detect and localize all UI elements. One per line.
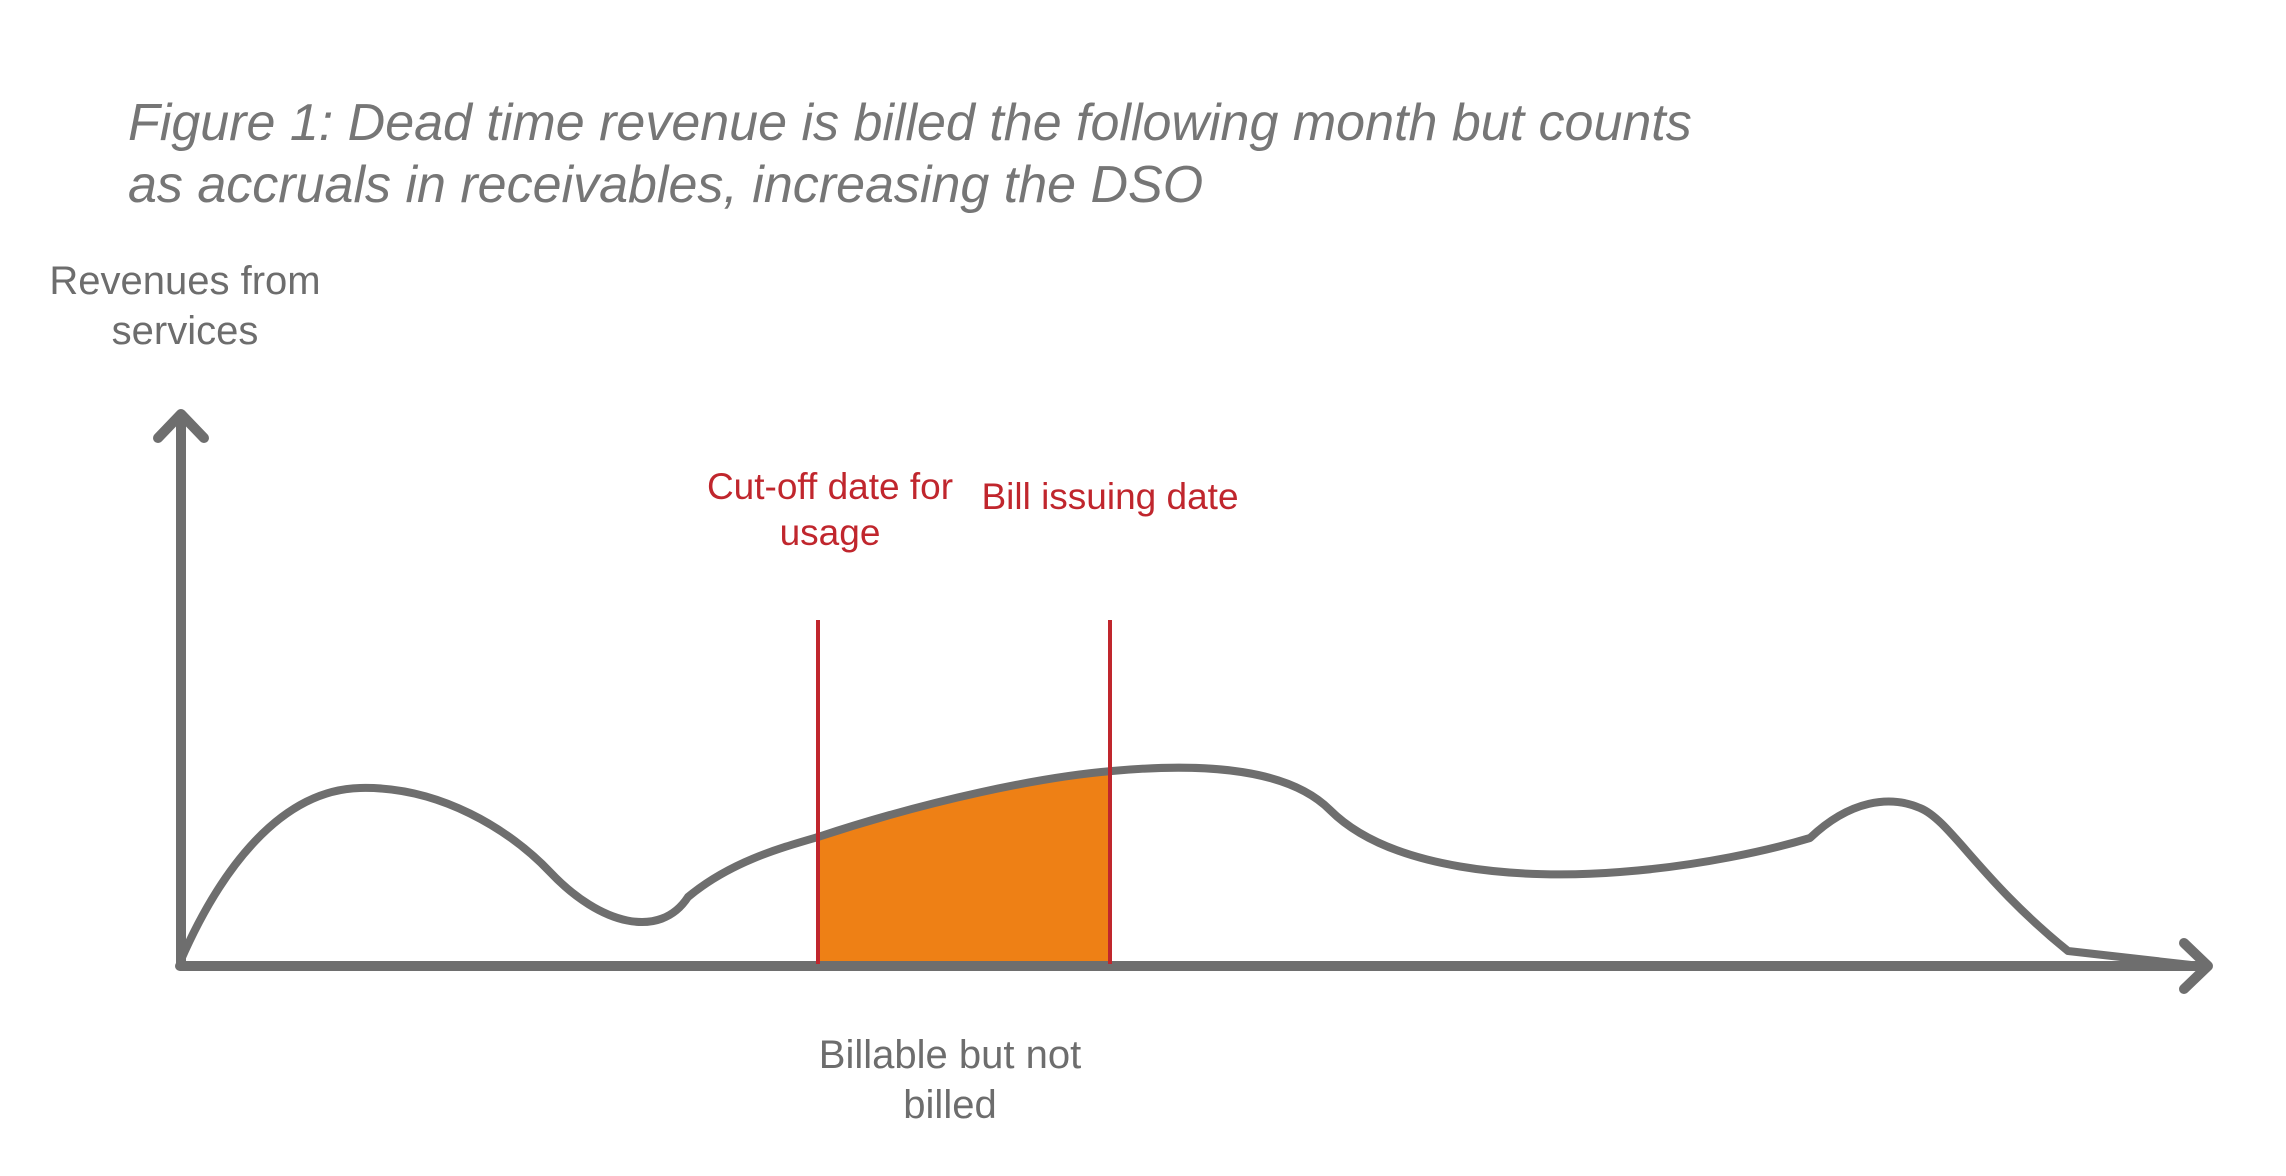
bill-issuing-date-label-text: Bill issuing date [981, 476, 1239, 517]
figure-title-line-2: as accruals in receivables, increasing t… [128, 156, 1204, 214]
cutoff-date-label-line-2: usage [779, 512, 881, 553]
y-axis-arrowhead [153, 409, 209, 443]
bill-issuing-date-label: Bill issuing date [960, 474, 1260, 520]
cutoff-date-label: Cut-off date for usage [680, 464, 980, 556]
revenue-curve [176, 763, 2204, 970]
figure-title: Figure 1: Dead time revenue is billed th… [128, 92, 1828, 216]
y-axis-label-line-2: services [111, 309, 259, 353]
y-axis-label: Revenues from services [20, 256, 350, 356]
billable-not-billed-label-line-2: billed [903, 1083, 997, 1127]
billable-not-billed-label-line-1: Billable but not [818, 1033, 1082, 1077]
billable-not-billed-area [818, 771, 1112, 964]
x-axis-arrowhead [2179, 938, 2213, 994]
figure-title-line-1: Figure 1: Dead time revenue is billed th… [128, 94, 1692, 152]
cutoff-date-label-line-1: Cut-off date for [706, 466, 954, 507]
y-axis-label-line-1: Revenues from [49, 259, 321, 303]
billable-not-billed-label: Billable but not billed [770, 1030, 1130, 1130]
